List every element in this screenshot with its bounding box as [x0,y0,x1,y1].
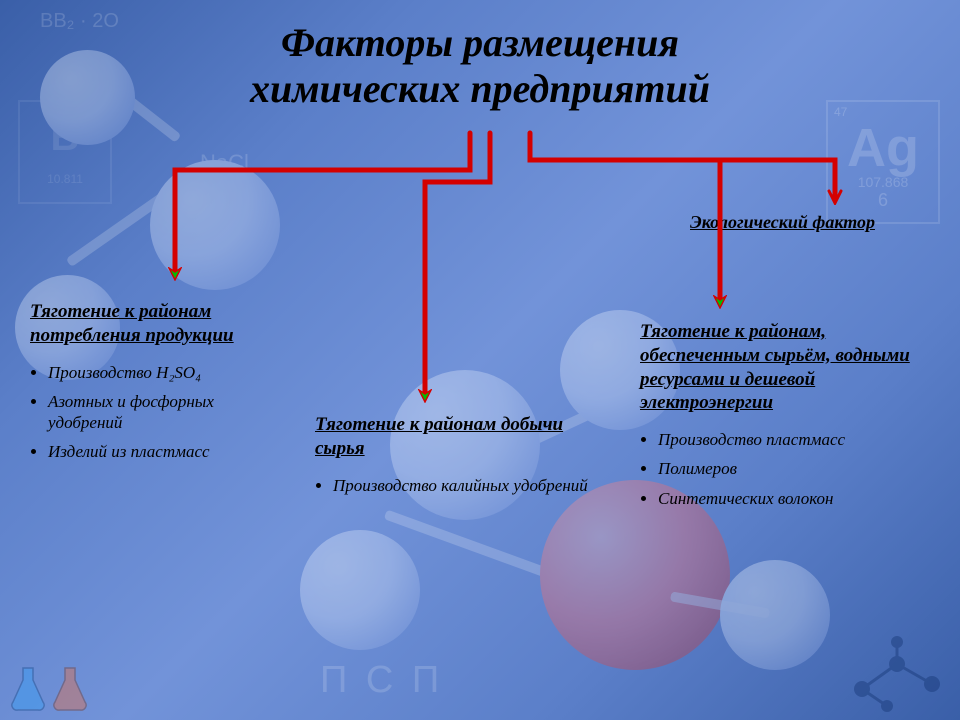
col-center-head: Тяготение к районам добычи сырья [315,413,595,461]
list-item: Полимеров [658,458,940,479]
col-right-head: Тяготение к районам, обеспеченным сырьём… [640,320,940,415]
page-title: Факторы размещения химических предприяти… [0,20,960,112]
col-right: Тяготение к районам, обеспеченным сырьём… [640,320,940,517]
list-item: Производство пластмасс [658,429,940,450]
col-left-list: Производство H₂SO₄ Азотных и фосфорных у… [30,362,270,463]
col-left: Тяготение к районам потребления продукци… [30,300,270,471]
col-center-list: Производство калийных удобрений [315,475,595,496]
col-left-head: Тяготение к районам потребления продукци… [30,300,270,348]
title-line-2: химических предприятий [250,66,710,111]
col-right-list: Производство пластмасс Полимеров Синтети… [640,429,940,509]
col-center: Тяготение к районам добычи сырья Произво… [315,413,595,504]
list-item: Изделий из пластмасс [48,441,270,462]
title-line-1: Факторы размещения [281,20,679,65]
list-item: Производство калийных удобрений [333,475,595,496]
list-item: Синтетических волокон [658,488,940,509]
list-item: Азотных и фосфорных удобрений [48,391,270,434]
ecological-factor-label: Экологический фактор [690,212,875,233]
list-item: Производство H₂SO₄ [48,362,270,383]
